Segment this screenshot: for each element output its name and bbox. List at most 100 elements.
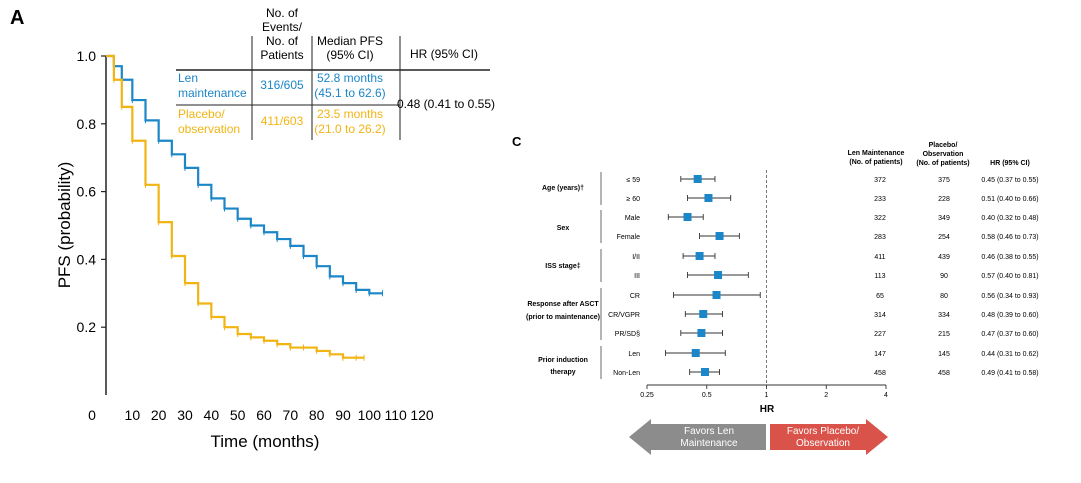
placebo-count-value: 439 — [938, 254, 950, 261]
hr-header: HR (95% CI) — [410, 47, 478, 61]
row-median-line: 23.5 months — [317, 107, 383, 121]
x-tick-label: 50 — [230, 407, 246, 423]
x-tick-label: 110 — [385, 407, 408, 423]
y-tick-label: 0.4 — [77, 251, 97, 267]
favors-len-label-line: Favors Len — [684, 426, 734, 437]
panel-a-letter: A — [10, 7, 24, 29]
placebo-count-value: 458 — [938, 370, 950, 377]
placebo-count-value: 375 — [938, 177, 950, 184]
x-tick-label: 0 — [88, 407, 96, 423]
len-count-header-line: (No. of patients) — [849, 159, 902, 166]
x-tick-label: 100 — [358, 407, 382, 423]
row-events-value: 411/603 — [261, 114, 304, 128]
favors-placebo-label-line: Observation — [796, 438, 850, 449]
hr-point-marker — [715, 232, 724, 240]
placebo-count-value: 145 — [938, 351, 950, 358]
placebo-count-value: 80 — [940, 293, 948, 300]
subgroup-label: Len — [628, 351, 640, 358]
placebo-count-header-line: (No. of patients) — [916, 160, 969, 167]
placebo-count-value: 254 — [938, 234, 950, 241]
favors-placebo-label-line: Favors Placebo/ — [787, 426, 859, 437]
median-header-line: Median PFS — [317, 34, 383, 48]
hr-ci-value: 0.45 (0.37 to 0.55) — [981, 177, 1038, 184]
hr-point-marker — [697, 329, 706, 337]
y-tick-label: 0.8 — [77, 116, 97, 132]
subgroup-label: ≥ 60 — [626, 196, 640, 203]
y-tick-label: 1.0 — [77, 48, 97, 64]
subgroup-label: I/II — [632, 254, 640, 261]
events-header-line: Events/ — [262, 20, 303, 34]
x-tick-label: 120 — [410, 407, 434, 423]
hr-point-marker — [693, 175, 702, 183]
x-tick-label: 70 — [283, 407, 299, 423]
len-count-value: 233 — [874, 196, 886, 203]
hr-ci-value: 0.49 (0.41 to 0.58) — [981, 370, 1038, 377]
len-count-value: 372 — [874, 177, 886, 184]
km-plot-area: 0.2 0.4 0.6 0.8 1.0 0 10 20 30 40 50 60 70 80 90 100 110… — [55, 48, 434, 451]
placebo-count-value: 228 — [938, 196, 950, 203]
x-tick-label: 20 — [151, 407, 167, 423]
hr-ci-value: 0.51 (0.40 to 0.66) — [981, 196, 1038, 203]
forest-x-axis-title: HR — [760, 404, 775, 415]
hr-ci-value: 0.48 (0.39 to 0.60) — [981, 312, 1038, 319]
forest-x-tick-label: 0.25 — [640, 392, 654, 399]
group-label-line: Sex — [557, 225, 570, 232]
len-count-value: 113 — [874, 273, 885, 280]
group-label-line: (prior to maintenance) — [526, 314, 600, 321]
subgroup-label: Non-Len — [613, 370, 640, 377]
group-label-line: Age (years)† — [542, 185, 584, 192]
hr-value: 0.48 (0.41 to 0.55) — [397, 97, 495, 111]
hr-point-marker — [701, 368, 710, 376]
hr-point-marker — [704, 194, 713, 202]
events-header-line: No. of — [266, 6, 299, 20]
panel-c-letter: C — [512, 134, 522, 149]
row-median-line: (45.1 to 62.6) — [314, 86, 385, 100]
hr-ci-value: 0.58 (0.46 to 0.73) — [981, 234, 1038, 241]
group-label-line: Prior induction — [538, 357, 588, 364]
forest-x-tick-label: 0.5 — [702, 392, 712, 399]
hr-point-marker — [712, 291, 721, 299]
row-events-value: 316/605 — [260, 78, 304, 92]
subgroup-label: PR/SD§ — [615, 331, 640, 338]
len-count-value: 411 — [874, 254, 885, 261]
hr-point-marker — [699, 310, 708, 318]
hr-ci-value: 0.44 (0.31 to 0.62) — [981, 351, 1038, 358]
len-count-value: 322 — [874, 215, 886, 222]
forest-x-tick-label: 4 — [884, 392, 888, 399]
y-tick-label: 0.6 — [77, 184, 97, 200]
y-axis-title: PFS (probability) — [55, 162, 74, 289]
forest-x-tick-label: 2 — [824, 392, 828, 399]
row-label-line: Len — [178, 71, 198, 85]
len-count-value: 65 — [876, 293, 884, 300]
len-count-value: 147 — [874, 351, 886, 358]
placebo-count-header-line: Placebo/ — [929, 142, 958, 149]
hr-point-marker — [714, 271, 723, 279]
subgroup-label: III — [634, 273, 640, 280]
row-label-line: Placebo/ — [178, 107, 225, 121]
hr-ci-value: 0.47 (0.37 to 0.60) — [981, 331, 1038, 338]
row-label-line: observation — [178, 122, 240, 136]
x-tick-label: 30 — [177, 407, 193, 423]
x-axis-title: Time (months) — [211, 432, 320, 451]
hr-point-marker — [683, 213, 692, 221]
events-header-line: Patients — [260, 48, 303, 62]
len-count-value: 458 — [874, 370, 886, 377]
subgroup-label: CR/VGPR — [608, 312, 640, 319]
forest-x-tick-label: 1 — [765, 392, 769, 399]
placebo-count-value: 90 — [940, 273, 948, 280]
len-count-value: 283 — [874, 234, 886, 241]
len-count-value: 314 — [874, 312, 886, 319]
x-tick-label: 40 — [204, 407, 220, 423]
favors-len-label-line: Maintenance — [680, 438, 738, 449]
subgroup-label: ≤ 59 — [626, 177, 640, 184]
row-median-line: (21.0 to 26.2) — [314, 122, 385, 136]
group-label-line: Response after ASCT — [527, 301, 599, 308]
events-header-line: No. of — [266, 34, 299, 48]
len-count-header-line: Len Maintenance — [848, 150, 905, 157]
hr-point-marker — [691, 349, 700, 357]
hr-point-marker — [695, 252, 704, 260]
subgroup-label: Female — [617, 234, 640, 241]
x-tick-label: 80 — [309, 407, 325, 423]
favors-len-arrow — [629, 419, 766, 455]
